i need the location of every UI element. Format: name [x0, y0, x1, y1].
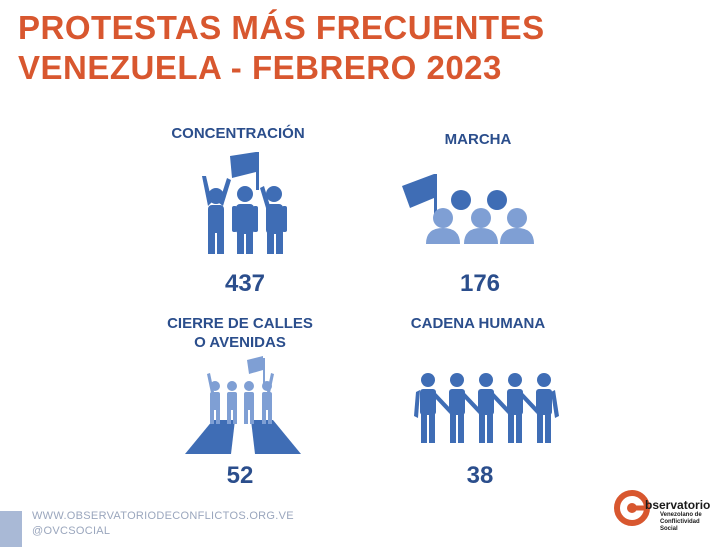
march-icon — [402, 174, 534, 244]
value-cierre-calles: 52 — [226, 462, 254, 489]
chart-title: PROTESTAS MÁS FRECUENTES VENEZUELA - FEB… — [18, 8, 545, 88]
observatorio-logo: bservatorio Venezolano de Conflictividad… — [614, 488, 714, 532]
logo-word: bservatorio — [645, 498, 711, 512]
logo-mark-icon — [614, 490, 650, 526]
label-concentracion: CONCENTRACIÓN — [171, 125, 305, 142]
footer-website-link[interactable]: WWW.OBSERVATORIODECONFLICTOS.ORG.VE — [32, 510, 294, 522]
value-marcha: 176 — [459, 270, 501, 297]
footer-text: WWW.OBSERVATORIODECONFLICTOS.ORG.VE @OVC… — [32, 509, 294, 539]
value-concentracion: 437 — [224, 270, 266, 297]
road-block-icon — [185, 356, 301, 454]
human-chain-icon — [414, 373, 559, 443]
title-line-1: PROTESTAS MÁS FRECUENTES — [18, 9, 545, 46]
label-marcha: MARCHA — [444, 131, 512, 148]
value-cadena-humana: 38 — [466, 462, 494, 489]
label-cadena-humana: CADENA HUMANA — [410, 315, 546, 332]
protest-crowd-icon — [202, 152, 287, 254]
label-cierre-calles: CIERRE DE CALLES O AVENIDAS — [167, 315, 313, 351]
footer-social-handle[interactable]: @OVCSOCIAL — [32, 525, 111, 537]
logo-subtitle: Venezolano de Conflictividad Social — [660, 512, 702, 532]
footer-decoration — [0, 511, 22, 547]
title-line-2: VENEZUELA - FEBRERO 2023 — [18, 49, 502, 86]
